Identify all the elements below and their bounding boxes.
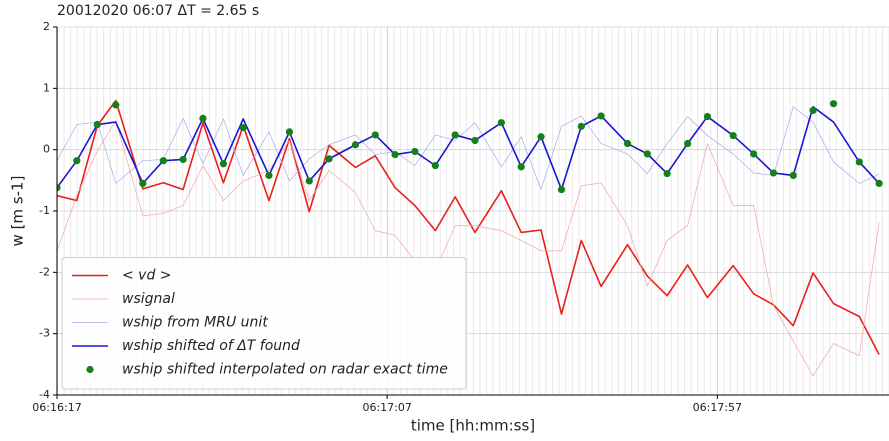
series-line <box>57 99 880 355</box>
series-line <box>57 120 880 377</box>
x-tick-label: 06:17:07 <box>362 401 411 414</box>
data-point <box>239 123 247 132</box>
data-point <box>623 139 632 148</box>
data-point <box>769 169 778 177</box>
legend-marker <box>86 365 94 374</box>
data-point <box>391 150 399 159</box>
y-tick-label: 2 <box>43 20 50 33</box>
data-point <box>199 114 207 122</box>
legend-label: wsignal <box>122 291 175 307</box>
legend-label: wship shifted interpolated on radar exac… <box>122 362 448 378</box>
data-point <box>73 157 81 165</box>
data-point <box>537 133 545 141</box>
y-tick-label: -1 <box>39 204 50 217</box>
x-tick-label: 06:17:57 <box>693 401 742 414</box>
legend-label: < vd > <box>122 268 172 284</box>
y-axis-label: w [m s-1] <box>9 176 27 247</box>
data-point <box>371 131 379 139</box>
data-point <box>829 100 838 108</box>
data-point <box>325 155 333 163</box>
y-tick-label: 0 <box>43 143 50 156</box>
series-line <box>57 105 880 191</box>
chart-title: 20012020 06:07 ΔT = 2.65 s <box>57 3 259 19</box>
data-point <box>663 169 671 178</box>
x-axis-label: time [hh:mm:ss] <box>411 417 535 435</box>
data-point <box>809 106 817 115</box>
data-point <box>577 122 585 130</box>
data-point <box>219 160 227 168</box>
data-point <box>684 139 692 148</box>
data-point <box>351 141 360 149</box>
series-line <box>57 106 880 190</box>
data-point <box>729 131 737 140</box>
data-point <box>93 120 101 129</box>
data-point <box>597 112 605 120</box>
data-point <box>431 162 439 170</box>
data-point <box>703 112 712 121</box>
x-tick-label: 06:16:17 <box>32 401 81 414</box>
data-point <box>179 155 187 164</box>
data-point <box>875 179 883 187</box>
data-point <box>517 163 525 171</box>
legend-box <box>61 257 467 390</box>
data-point <box>112 101 120 109</box>
y-tick-label: -3 <box>39 327 50 340</box>
data-point <box>643 150 651 158</box>
data-point <box>139 179 147 187</box>
data-point <box>285 128 294 136</box>
legend-label: wship shifted of ΔT found <box>122 338 300 354</box>
data-point <box>855 158 863 166</box>
data-point <box>789 171 797 180</box>
data-point <box>159 157 167 165</box>
data-point <box>471 136 479 145</box>
data-point <box>57 184 61 192</box>
data-point <box>557 185 566 194</box>
data-point <box>750 150 758 158</box>
y-tick-label: -4 <box>39 388 50 401</box>
legend-label: wship from MRU unit <box>122 315 268 331</box>
y-tick-label: -2 <box>39 265 50 278</box>
data-point <box>497 119 505 127</box>
data-point <box>411 147 419 156</box>
data-point <box>305 177 313 185</box>
y-tick-label: 1 <box>43 81 50 94</box>
data-point <box>451 131 459 139</box>
data-point <box>265 171 273 180</box>
